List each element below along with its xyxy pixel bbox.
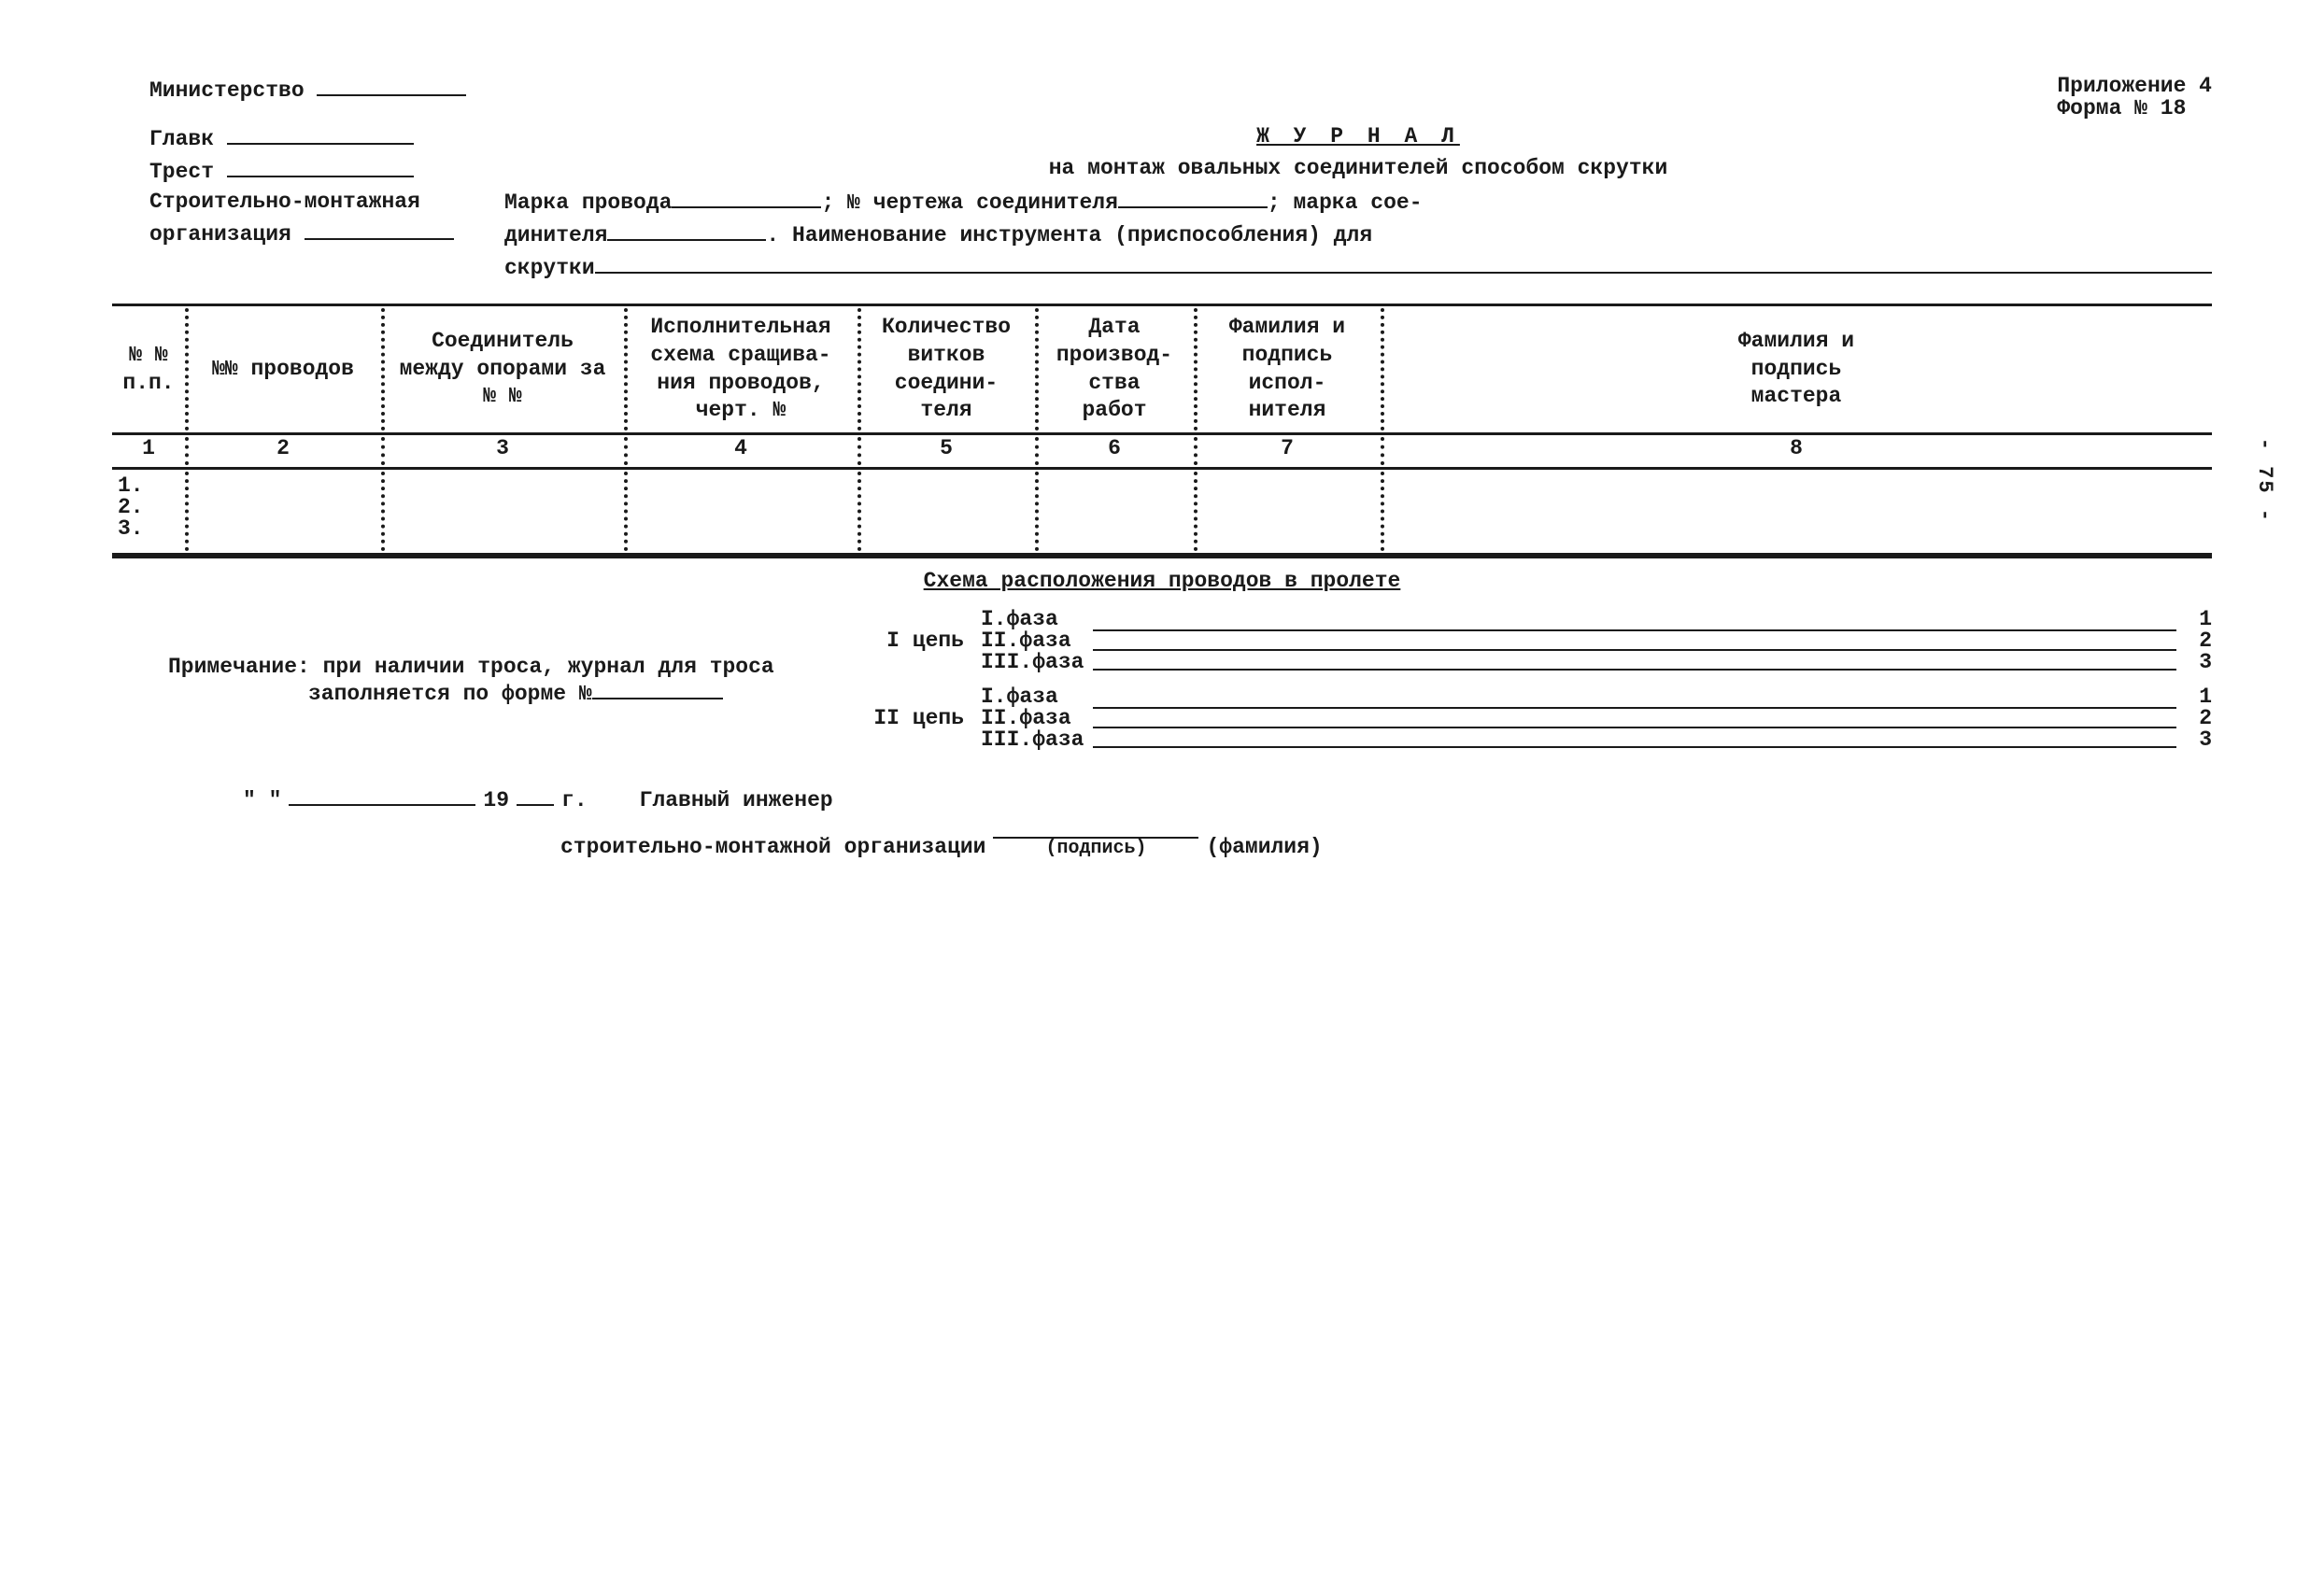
c1-phase1-field[interactable] (1093, 613, 2176, 632)
tn-7: 7 (1194, 435, 1381, 467)
smo-label1: Строительно-монтажная (149, 190, 420, 214)
skrutki-field[interactable] (595, 252, 2212, 274)
td-6[interactable] (1035, 470, 1194, 553)
td-7[interactable] (1194, 470, 1381, 553)
table-header-row: № № п.п. №№ проводов Соединитель между о… (112, 306, 2212, 433)
dinitelya-field[interactable] (607, 219, 766, 241)
row-numbers: 1. 2. 3. (112, 470, 185, 553)
trest-field[interactable] (227, 156, 414, 177)
scheme-title: Схема расположения проводов в пролете (112, 568, 2212, 596)
smo-field[interactable] (305, 219, 454, 240)
circuit-1-nums: 1 2 3 (2186, 609, 2212, 673)
c1-phase2-field[interactable] (1093, 631, 2176, 651)
th-7: Фамилия и подпись испол- нителя (1194, 306, 1381, 433)
role2: строительно-монтажной организации (560, 834, 985, 862)
circuit-1-label: I цепь (869, 628, 971, 656)
circuit-block: I цепь I.фаза II.фаза III.фаза 1 2 3 II … (869, 609, 2212, 764)
th-3: Соединитель между опорами за № № (381, 306, 624, 433)
glav-field[interactable] (227, 123, 414, 145)
org-fields-2: Главк Трест Строительно-монтажная органи… (112, 123, 467, 284)
tn-6: 6 (1035, 435, 1194, 467)
circuit-1-phases: I.фаза II.фаза III.фаза (981, 609, 1084, 673)
marka-provoda-field[interactable] (672, 187, 821, 208)
td-8[interactable] (1381, 470, 2212, 553)
td-5[interactable] (857, 470, 1035, 553)
skrutki-label: скрутки (504, 255, 595, 283)
page-number: - 75 - (2250, 438, 2277, 523)
naimen-label: . Наименование инструмента (приспособлен… (766, 222, 1372, 250)
glav-label: Главк (149, 127, 214, 151)
table-body: 1. 2. 3. (112, 470, 2212, 556)
th-2: №№ проводов (185, 306, 381, 433)
familiya-label: (фамилия) (1206, 834, 1322, 862)
th-5: Количество витков соедини- теля (857, 306, 1035, 433)
year-prefix: 19 (483, 787, 509, 815)
tn-2: 2 (185, 435, 381, 467)
smo-label2: организация (149, 222, 291, 247)
appendix-line1: Приложение 4 (2057, 75, 2212, 97)
appendix-line2: Форма № 18 (2057, 97, 2212, 120)
doc-subtitle: на монтаж овальных соединителей способом… (504, 155, 2212, 183)
note-line1: Примечание: при наличии троса, журнал дл… (168, 656, 841, 678)
signature-field[interactable] (993, 817, 1198, 839)
th-8: Фамилия и подпись мастера (1381, 306, 2212, 433)
c2-phase1-field[interactable] (1093, 690, 2176, 710)
note-block: Примечание: при наличии троса, журнал дл… (168, 609, 841, 707)
year-field[interactable] (517, 784, 554, 806)
c2-phase3-field[interactable] (1093, 728, 2176, 748)
tn-1: 1 (112, 435, 185, 467)
ministry-field[interactable] (317, 75, 466, 96)
circuit-2-phases: I.фаза II.фаза III.фаза (981, 686, 1084, 751)
year-suffix: г. (561, 787, 588, 815)
th-6: Дата производ- ства работ (1035, 306, 1194, 433)
tn-5: 5 (857, 435, 1035, 467)
date-field[interactable] (289, 784, 475, 806)
num-chert-field[interactable] (1118, 187, 1268, 208)
num-chert-label: ; № чертежа соединителя (821, 190, 1117, 218)
note-line2: заполняется по форме № (308, 683, 592, 705)
circuit-2-nums: 1 2 3 (2186, 686, 2212, 751)
tn-4: 4 (624, 435, 857, 467)
circuit-1: I цепь I.фаза II.фаза III.фаза 1 2 3 (869, 609, 2212, 673)
td-4[interactable] (624, 470, 857, 553)
ministry-label: Министерство (149, 78, 305, 103)
th-4: Исполнительная схема сращива- ния провод… (624, 306, 857, 433)
signature-block: " " 19 г. Главный инженер строительно-мо… (112, 784, 2212, 862)
circuit-2: II цепь I.фаза II.фаза III.фаза 1 2 3 (869, 686, 2212, 751)
td-2[interactable] (185, 470, 381, 553)
marka-soed-label: ; марка сое- (1268, 190, 1423, 218)
table-num-row: 1 2 3 4 5 6 7 8 (112, 432, 2212, 470)
circuit-2-label: II цепь (869, 705, 971, 733)
date-quote: " " (243, 787, 281, 815)
podpis-label: (подпись) (993, 837, 1198, 861)
dinitelya-label: динителя (504, 222, 607, 250)
th-1: № № п.п. (112, 306, 185, 433)
main-table: № № п.п. №№ проводов Соединитель между о… (112, 304, 2212, 558)
tn-3: 3 (381, 435, 624, 467)
org-fields: Министерство (112, 75, 467, 107)
td-3[interactable] (381, 470, 624, 553)
note-form-field[interactable] (592, 678, 723, 699)
marka-provoda-label: Марка провода (504, 190, 672, 218)
c1-phase3-field[interactable] (1093, 651, 2176, 671)
doc-title: Ж У Р Н А Л (504, 123, 2212, 151)
appendix-block: Приложение 4 Форма № 18 (2057, 75, 2212, 120)
tn-8: 8 (1381, 435, 2212, 467)
c2-phase2-field[interactable] (1093, 709, 2176, 728)
role1: Главный инженер (640, 787, 833, 815)
trest-label: Трест (149, 160, 214, 184)
